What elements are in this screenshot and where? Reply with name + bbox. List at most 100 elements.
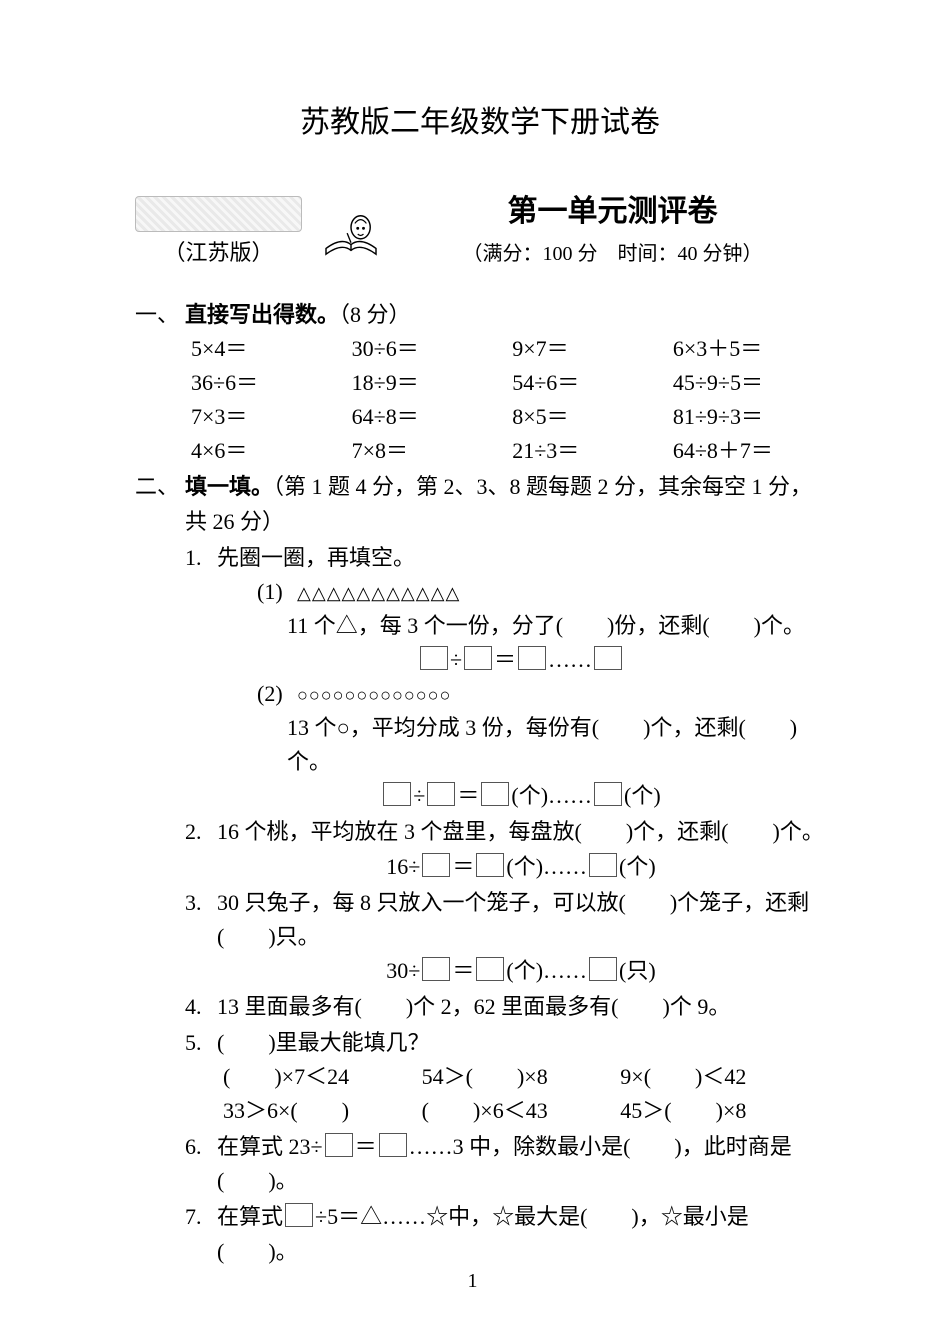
book-icon — [322, 210, 380, 270]
op: …… — [548, 783, 592, 808]
expr: 64÷8＝ — [352, 400, 504, 434]
section-points: （第 1 题 4 分，第 2、3、8 题每题 2 分，其余每空 1 分，共 26… — [185, 474, 812, 533]
q-body: 先圈一圈，再填空。 (1)△△△△△△△△△△△ 11 个△，每 3 个一份，分… — [217, 541, 825, 814]
fullscore-line: （满分：100 分 时间：40 分钟） — [400, 239, 825, 270]
blank-box — [379, 1133, 407, 1157]
question-1: 1. 先圈一圈，再填空。 (1)△△△△△△△△△△△ 11 个△，每 3 个一… — [185, 541, 825, 814]
subpart-2: (2)○○○○○○○○○○○○○ — [217, 677, 825, 711]
q-stem: ( )里最大能填几？ — [217, 1026, 825, 1060]
unit: (个) — [511, 783, 548, 808]
expr: 45＞( )×8 — [620, 1094, 819, 1128]
blank-box — [420, 646, 448, 670]
blank-box — [476, 853, 504, 877]
q-num: 6. — [185, 1130, 211, 1198]
op: ＝ — [494, 647, 516, 672]
q-stem: 先圈一圈，再填空。 — [217, 541, 825, 575]
blank-box — [285, 1203, 313, 1227]
expr: 30÷6＝ — [352, 332, 504, 366]
q-body: 30 只兔子，每 8 只放入一个笼子，可以放( )个笼子，还剩 ( )只。 30… — [217, 886, 825, 988]
calc-row: 36÷6＝ 18÷9＝ 54÷6＝ 45÷9÷5＝ — [185, 366, 825, 400]
blank-box — [589, 853, 617, 877]
op: ÷ — [450, 647, 462, 672]
question-7: 7. 在算式÷5＝△……☆中，☆最大是( )，☆最小是( )。 — [185, 1200, 825, 1268]
question-3: 3. 30 只兔子，每 8 只放入一个笼子，可以放( )个笼子，还剩 ( )只。… — [185, 886, 825, 988]
blank-box — [476, 957, 504, 981]
q-num: 7. — [185, 1200, 211, 1268]
expr: ( )×6＜43 — [422, 1094, 621, 1128]
page-number: 1 — [0, 1266, 945, 1297]
unit: (个) — [506, 958, 543, 983]
calc-row: 5×4＝ 30÷6＝ 9×7＝ 6×3＋5＝ — [185, 332, 825, 366]
equation-line: 16÷＝(个)……(个) — [217, 850, 825, 884]
expr: 81÷9÷3＝ — [673, 400, 825, 434]
expr: 7×8＝ — [352, 434, 504, 468]
blank-box — [589, 957, 617, 981]
blank-box — [594, 646, 622, 670]
redacted-box — [135, 196, 302, 232]
txt: 在算式 — [217, 1204, 283, 1229]
q-body: ( )里最大能填几？ ( )×7＜24 54＞( )×8 9×( )＜42 33… — [217, 1026, 825, 1128]
question-4: 4. 13 里面最多有( )个 2，62 里面最多有( )个 9。 — [185, 990, 825, 1024]
eq-prefix: 16÷ — [386, 854, 420, 879]
q-num: 4. — [185, 990, 211, 1024]
expr: 6×3＋5＝ — [673, 332, 825, 366]
inequality-row: ( )×7＜24 54＞( )×8 9×( )＜42 — [217, 1060, 825, 1094]
blank-box — [518, 646, 546, 670]
section-num: 二、 — [135, 470, 179, 1268]
blank-box — [427, 782, 455, 806]
inequality-row: 33＞6×( ) ( )×6＜43 45＞( )×8 — [217, 1094, 825, 1128]
q-body: 在算式÷5＝△……☆中，☆最大是( )，☆最小是( )。 — [217, 1200, 825, 1268]
question-6: 6. 在算式 23÷＝……3 中，除数最小是( )，此时商是 ( )。 — [185, 1130, 825, 1198]
circle-row: ○○○○○○○○○○○○○ — [297, 682, 451, 710]
op: ÷ — [413, 783, 425, 808]
equation-line: ÷＝(个)……(个) — [217, 779, 825, 813]
header-row: 江苏版 第一单元测评卷 （满分：100 分 时间：40 分钟） — [135, 189, 825, 271]
subpart-1: (1)△△△△△△△△△△△ — [217, 575, 825, 609]
q-text-b: ( )只。 — [217, 920, 825, 954]
expr: 9×( )＜42 — [620, 1060, 819, 1094]
section-num: 一、 — [135, 298, 179, 468]
expr: 4×6＝ — [191, 434, 343, 468]
q-text: 30 只兔子，每 8 只放入一个笼子，可以放( )个笼子，还剩 — [217, 886, 825, 920]
header-right: 第一单元测评卷 （满分：100 分 时间：40 分钟） — [400, 189, 825, 271]
subpart-2-text: 13 个○，平均分成 3 份，每份有( )个，还剩( )个。 — [217, 711, 825, 779]
unit: (个) — [624, 783, 661, 808]
q-body: 16 个桃，平均放在 3 个盘里，每盘放( )个，还剩( )个。 16÷ ＝ (个)… — [217, 815, 825, 883]
expr: 8×5＝ — [512, 400, 664, 434]
op: …… — [543, 854, 587, 879]
unit-title: 第一单元测评卷 — [400, 189, 825, 236]
op: ＝ — [457, 783, 479, 808]
expr: 18÷9＝ — [352, 366, 504, 400]
expr: ( )×7＜24 — [223, 1060, 422, 1094]
txt-tail: ( )。 — [217, 1164, 825, 1198]
exam-page: 苏教版二年级数学下册试卷 江苏版 第一单元测评卷 （满分：100 分 时间：40… — [0, 0, 945, 1337]
expr: 5×4＝ — [191, 332, 343, 366]
op: …… — [548, 647, 592, 672]
expr: 21÷3＝ — [512, 434, 664, 468]
main-title: 苏教版二年级数学下册试卷 — [135, 100, 825, 147]
q-num: 3. — [185, 886, 211, 988]
q-text: 16 个桃，平均放在 3 个盘里，每盘放( )个，还剩( )个。 — [217, 815, 825, 849]
op: ＝ — [452, 854, 474, 879]
edition-label: 江苏版 — [163, 236, 273, 270]
txt: ……3 中，除数最小是( )，此时商是 — [409, 1134, 792, 1159]
sub-label: (1) — [257, 575, 297, 609]
unit: (个) — [619, 854, 656, 879]
expr: 54÷6＝ — [512, 366, 664, 400]
q-num: 5. — [185, 1026, 211, 1128]
expr: 45÷9÷5＝ — [673, 366, 825, 400]
op: …… — [543, 958, 587, 983]
expr: 64÷8＋7＝ — [673, 434, 825, 468]
sub-label: (2) — [257, 677, 297, 711]
unit: (个) — [506, 854, 543, 879]
blank-box — [422, 957, 450, 981]
expr: 36÷6＝ — [191, 366, 343, 400]
blank-box — [422, 853, 450, 877]
q-num: 2. — [185, 815, 211, 883]
q-num: 1. — [185, 541, 211, 814]
section-1: 一、 直接写出得数。（8 分） 5×4＝ 30÷6＝ 9×7＝ 6×3＋5＝ 3… — [135, 298, 825, 468]
q-body: 在算式 23÷＝……3 中，除数最小是( )，此时商是 ( )。 — [217, 1130, 825, 1198]
question-5: 5. ( )里最大能填几？ ( )×7＜24 54＞( )×8 9×( )＜42… — [185, 1026, 825, 1128]
blank-box — [383, 782, 411, 806]
expr: 54＞( )×8 — [422, 1060, 621, 1094]
